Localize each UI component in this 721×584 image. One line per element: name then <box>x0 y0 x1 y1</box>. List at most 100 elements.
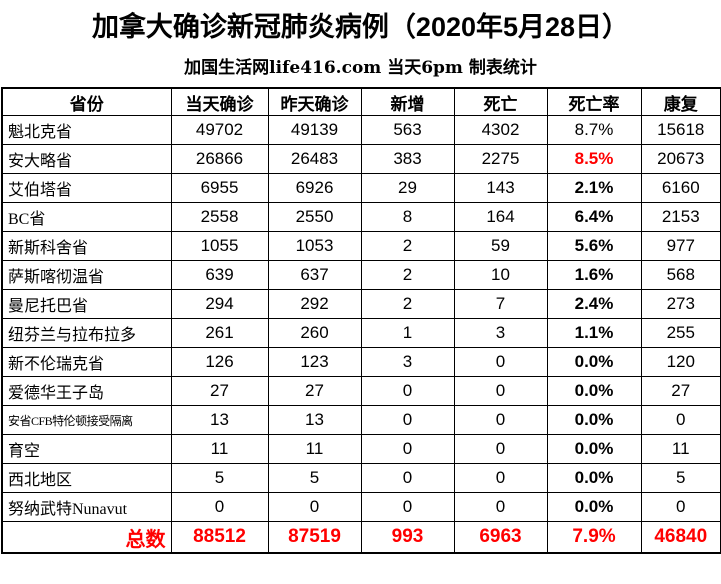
column-header: 省份 <box>1 87 172 116</box>
table-row: 努纳武特Nunavut 0 0 0 0 0.0% 0 <box>1 492 721 522</box>
province-name-cell: 艾伯塔省 <box>1 173 172 203</box>
recovered-cell: 0 <box>640 492 721 522</box>
province-name-cell: 育空 <box>1 434 172 464</box>
death-rate-cell: 5.6% <box>546 231 642 261</box>
today-confirmed-cell: 88512 <box>170 521 269 554</box>
yesterday-confirmed-cell: 49139 <box>267 115 362 145</box>
deaths-cell: 164 <box>453 202 548 232</box>
yesterday-confirmed-cell: 87519 <box>267 521 362 554</box>
today-confirmed-cell: 126 <box>170 347 269 377</box>
death-rate-cell: 0.0% <box>546 405 642 435</box>
new-cases-cell: 563 <box>360 115 455 145</box>
today-confirmed-cell: 639 <box>170 260 269 290</box>
death-rate-cell: 0.0% <box>546 434 642 464</box>
today-confirmed-cell: 13 <box>170 405 269 435</box>
column-header: 死亡率 <box>546 87 642 116</box>
death-rate-cell: 2.1% <box>546 173 642 203</box>
province-name-cell: 爱德华王子岛 <box>1 376 172 406</box>
deaths-cell: 3 <box>453 318 548 348</box>
death-rate-cell: 0.0% <box>546 347 642 377</box>
table-row: 新斯科舍省 1055 1053 2 59 5.6% 977 <box>1 231 721 261</box>
new-cases-cell: 2 <box>360 260 455 290</box>
recovered-cell: 255 <box>640 318 721 348</box>
deaths-cell: 6963 <box>453 521 548 554</box>
death-rate-cell: 1.1% <box>546 318 642 348</box>
death-rate-cell: 1.6% <box>546 260 642 290</box>
new-cases-cell: 0 <box>360 463 455 493</box>
recovered-cell: 20673 <box>640 144 721 174</box>
recovered-cell: 568 <box>640 260 721 290</box>
new-cases-cell: 2 <box>360 231 455 261</box>
today-confirmed-cell: 27 <box>170 376 269 406</box>
table-row: 纽芬兰与拉布拉多 261 260 1 3 1.1% 255 <box>1 318 721 348</box>
province-name-cell: 新不伦瑞克省 <box>1 347 172 377</box>
today-confirmed-cell: 11 <box>170 434 269 464</box>
yesterday-confirmed-cell: 26483 <box>267 144 362 174</box>
table-row: 魁北克省 49702 49139 563 4302 8.7% 15618 <box>1 115 721 145</box>
yesterday-confirmed-cell: 27 <box>267 376 362 406</box>
new-cases-cell: 0 <box>360 405 455 435</box>
deaths-cell: 0 <box>453 463 548 493</box>
column-header: 新增 <box>360 87 455 116</box>
recovered-cell: 5 <box>640 463 721 493</box>
recovered-cell: 120 <box>640 347 721 377</box>
covid-cases-table: 省份 当天确诊 昨天确诊 新增 死亡 死亡率 康复 魁北克省 49702 49139 563… <box>1 87 721 554</box>
yesterday-confirmed-cell: 0 <box>267 492 362 522</box>
province-name-cell: 安省CFB特伦顿接受隔离 <box>1 405 172 435</box>
yesterday-confirmed-cell: 1053 <box>267 231 362 261</box>
column-header: 康复 <box>640 87 721 116</box>
new-cases-cell: 0 <box>360 492 455 522</box>
recovered-cell: 2153 <box>640 202 721 232</box>
recovered-cell: 273 <box>640 289 721 319</box>
yesterday-confirmed-cell: 11 <box>267 434 362 464</box>
today-confirmed-cell: 294 <box>170 289 269 319</box>
deaths-cell: 59 <box>453 231 548 261</box>
deaths-cell: 2275 <box>453 144 548 174</box>
death-rate-cell: 0.0% <box>546 463 642 493</box>
table-row: BC省 2558 2550 8 164 6.4% 2153 <box>1 202 721 232</box>
yesterday-confirmed-cell: 637 <box>267 260 362 290</box>
today-confirmed-cell: 26866 <box>170 144 269 174</box>
today-confirmed-cell: 5 <box>170 463 269 493</box>
province-name-cell: BC省 <box>1 202 172 232</box>
recovered-cell: 11 <box>640 434 721 464</box>
today-confirmed-cell: 261 <box>170 318 269 348</box>
recovered-cell: 0 <box>640 405 721 435</box>
table-row: 育空 11 11 0 0 0.0% 11 <box>1 434 721 464</box>
new-cases-cell: 1 <box>360 318 455 348</box>
yesterday-confirmed-cell: 6926 <box>267 173 362 203</box>
yesterday-confirmed-cell: 292 <box>267 289 362 319</box>
deaths-cell: 10 <box>453 260 548 290</box>
province-name-cell: 新斯科舍省 <box>1 231 172 261</box>
page-subtitle: 加国生活网life416.com 当天6pm 制表统计 <box>184 58 537 78</box>
new-cases-cell: 383 <box>360 144 455 174</box>
death-rate-cell: 2.4% <box>546 289 642 319</box>
recovered-cell: 977 <box>640 231 721 261</box>
deaths-cell: 0 <box>453 405 548 435</box>
yesterday-confirmed-cell: 2550 <box>267 202 362 232</box>
recovered-cell: 46840 <box>640 521 721 554</box>
death-rate-cell: 0.0% <box>546 492 642 522</box>
yesterday-confirmed-cell: 13 <box>267 405 362 435</box>
column-header: 昨天确诊 <box>267 87 362 116</box>
recovered-cell: 27 <box>640 376 721 406</box>
new-cases-cell: 2 <box>360 289 455 319</box>
today-confirmed-cell: 6955 <box>170 173 269 203</box>
deaths-cell: 4302 <box>453 115 548 145</box>
death-rate-cell: 8.5% <box>546 144 642 174</box>
table-row: 安大略省 26866 26483 383 2275 8.5% 20673 <box>1 144 721 174</box>
yesterday-confirmed-cell: 5 <box>267 463 362 493</box>
today-confirmed-cell: 2558 <box>170 202 269 232</box>
today-confirmed-cell: 1055 <box>170 231 269 261</box>
province-name-cell: 魁北克省 <box>1 115 172 145</box>
page-title: 加拿大确诊新冠肺炎病例（2020年5月28日） <box>91 12 630 42</box>
new-cases-cell: 3 <box>360 347 455 377</box>
death-rate-cell: 6.4% <box>546 202 642 232</box>
today-confirmed-cell: 0 <box>170 492 269 522</box>
province-name-cell: 总数 <box>1 521 172 554</box>
new-cases-cell: 0 <box>360 376 455 406</box>
death-rate-cell: 7.9% <box>546 521 642 554</box>
total-row: 总数 88512 87519 993 6963 7.9% 46840 <box>1 521 721 554</box>
deaths-cell: 7 <box>453 289 548 319</box>
